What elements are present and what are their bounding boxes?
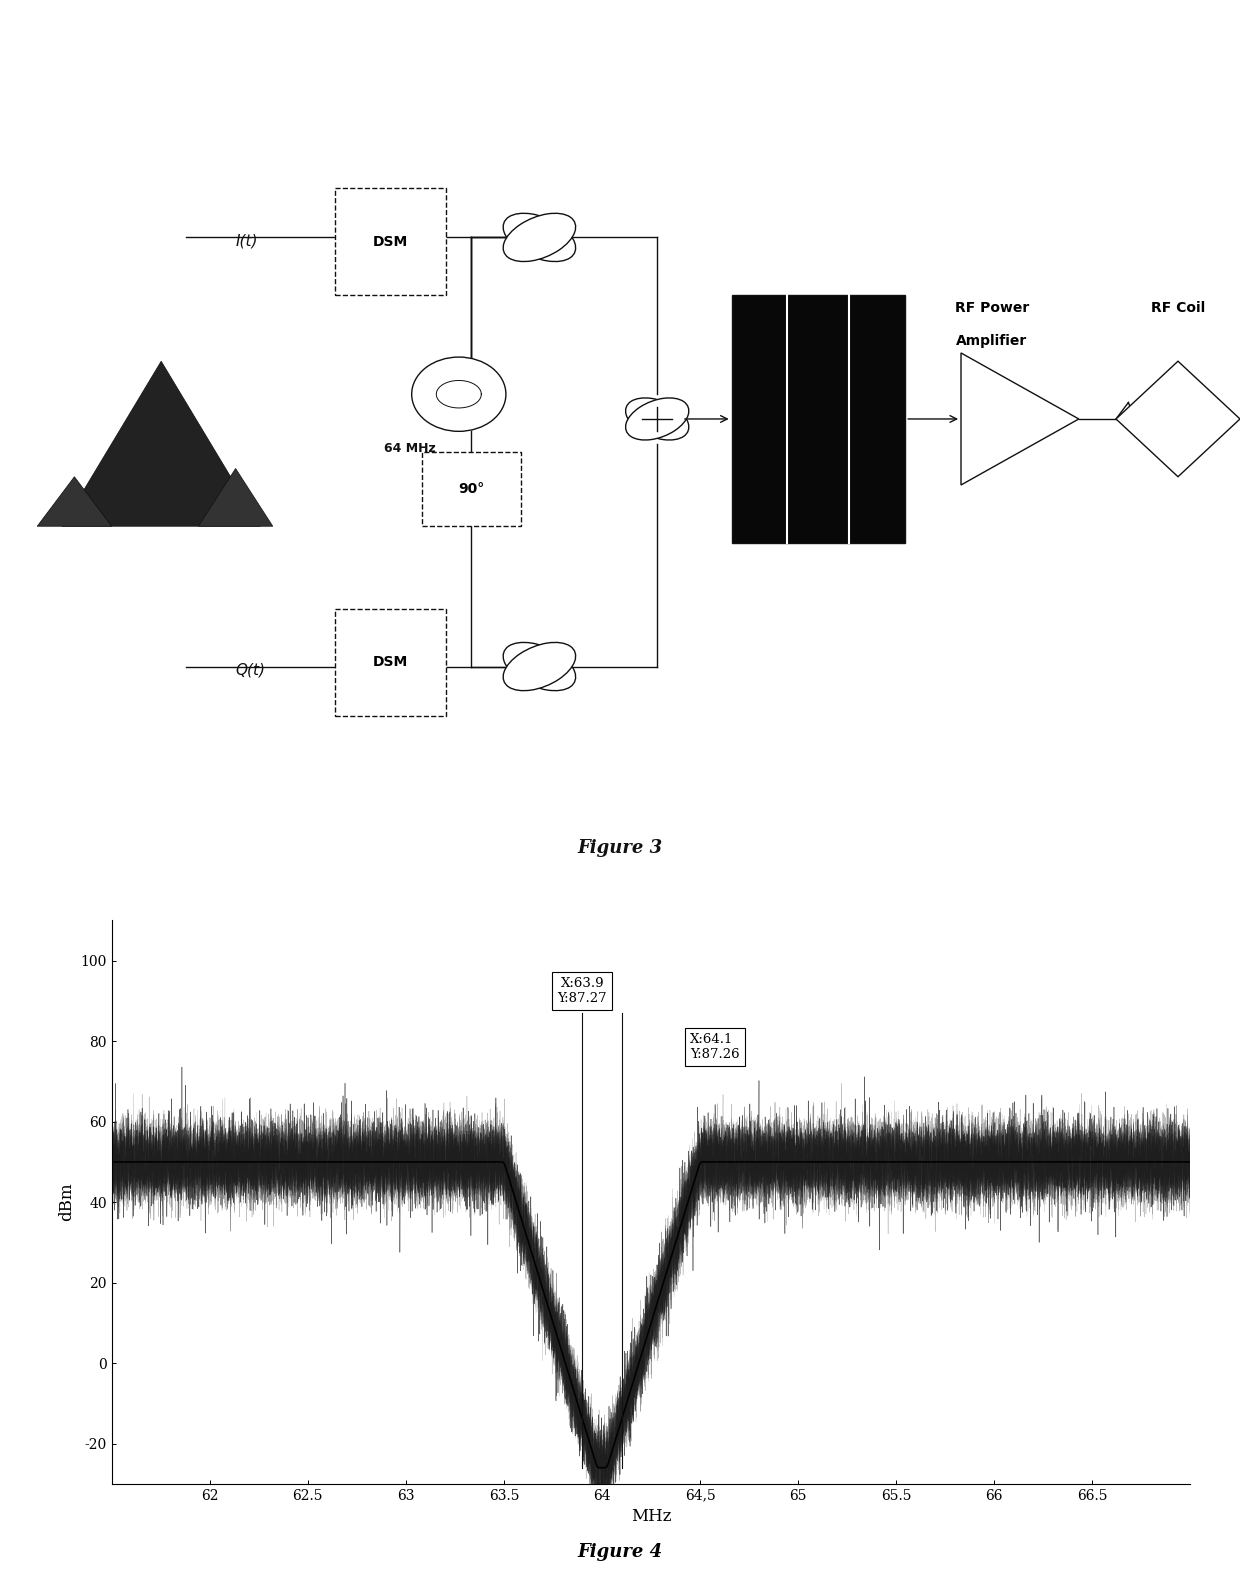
Ellipse shape — [503, 213, 575, 262]
Bar — [335, 609, 446, 716]
Text: 90°: 90° — [458, 482, 485, 497]
Ellipse shape — [503, 643, 575, 690]
Text: Figure 4: Figure 4 — [578, 1543, 662, 1562]
Text: 64 MHz: 64 MHz — [384, 441, 436, 455]
Bar — [422, 452, 521, 527]
Text: DSM: DSM — [373, 235, 408, 249]
Ellipse shape — [503, 643, 575, 690]
X-axis label: MHz: MHz — [631, 1508, 671, 1525]
Polygon shape — [198, 468, 273, 527]
Bar — [732, 295, 905, 543]
Text: Figure 3: Figure 3 — [578, 840, 662, 857]
Text: X:64.1
Y:87.26: X:64.1 Y:87.26 — [691, 1033, 740, 1062]
Text: Amplifier: Amplifier — [956, 333, 1028, 348]
Polygon shape — [961, 352, 1079, 486]
Polygon shape — [1116, 362, 1240, 476]
Polygon shape — [37, 476, 112, 527]
Text: Q(t): Q(t) — [236, 663, 265, 678]
Ellipse shape — [412, 357, 506, 432]
Text: RF Coil: RF Coil — [1151, 300, 1205, 314]
Text: DSM: DSM — [373, 655, 408, 670]
Polygon shape — [62, 362, 260, 527]
Ellipse shape — [503, 213, 575, 262]
Y-axis label: dBm: dBm — [58, 1182, 74, 1222]
Text: X:63.9
Y:87.27: X:63.9 Y:87.27 — [558, 978, 608, 1005]
Text: RF Power: RF Power — [955, 300, 1029, 314]
Bar — [335, 187, 446, 295]
Ellipse shape — [626, 398, 688, 440]
Text: I(t): I(t) — [236, 233, 258, 249]
Ellipse shape — [626, 398, 688, 440]
